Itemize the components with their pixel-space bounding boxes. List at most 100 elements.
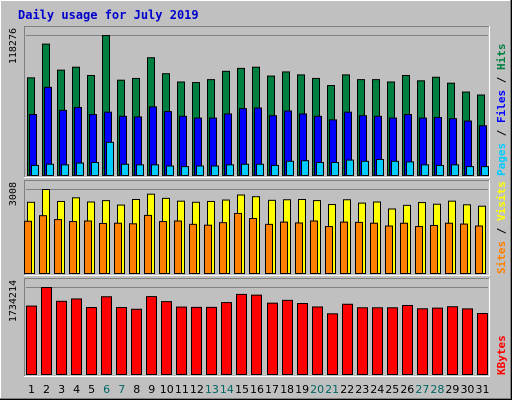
x-tick-day-25: 25 — [385, 383, 399, 396]
side-legend-kbytes: KBytes — [495, 335, 508, 375]
bar-pages-day-20 — [316, 161, 324, 177]
x-tick-day-9: 9 — [148, 383, 155, 396]
bar-pages-day-12 — [196, 165, 204, 177]
bar-kbytes-day-12 — [191, 306, 202, 376]
bar-sites-day-28 — [430, 224, 438, 274]
bar-pages-day-26 — [406, 161, 414, 177]
bar-kbytes-day-24 — [372, 307, 383, 376]
bar-sites-day-16 — [249, 217, 257, 275]
panel-visits_sites: 3008 Sites / Visits — [8, 180, 508, 276]
x-tick-day-16: 16 — [250, 383, 264, 396]
bar-pages-day-14 — [226, 164, 234, 177]
x-tick-day-6: 6 — [103, 383, 110, 396]
x-tick-day-18: 18 — [280, 383, 294, 396]
x-tick-day-26: 26 — [400, 383, 414, 396]
bar-pages-day-13 — [211, 165, 219, 177]
bar-pages-day-27 — [421, 164, 429, 177]
bar-kbytes-day-30 — [462, 308, 473, 376]
bar-pages-day-18 — [286, 160, 294, 176]
chart-title: Daily usage for July 2019 — [18, 8, 199, 22]
bar-sites-day-20 — [310, 220, 318, 274]
bar-sites-day-19 — [295, 222, 303, 274]
x-tick-day-21: 21 — [325, 383, 339, 396]
bar-pages-day-15 — [241, 163, 249, 176]
bar-sites-day-13 — [204, 224, 212, 274]
bar-sites-day-14 — [219, 222, 227, 275]
panel-kbytes: 1734214 KBytes — [8, 278, 508, 377]
bar-kbytes-day-21 — [327, 313, 338, 376]
x-tick-day-28: 28 — [430, 383, 444, 396]
bar-kbytes-day-10 — [161, 301, 172, 375]
bar-sites-day-2 — [39, 215, 47, 275]
x-tick-day-4: 4 — [73, 383, 80, 396]
side-legend-files: Files — [495, 90, 508, 123]
bar-sites-day-24 — [370, 222, 378, 274]
bar-pages-day-10 — [166, 165, 174, 177]
x-tick-day-17: 17 — [265, 383, 279, 396]
chart-panels: 118276 Pages / Files / Hits 3008 Sites / Vi… — [8, 26, 508, 377]
bar-kbytes-day-14 — [221, 302, 232, 376]
bar-pages-day-16 — [256, 163, 264, 176]
side-legend-hits_files_pages: Pages / Files / Hits — [495, 44, 508, 177]
bar-sites-day-1 — [24, 220, 32, 274]
bar-kbytes-day-9 — [146, 296, 157, 376]
bar-kbytes-day-15 — [236, 293, 247, 375]
x-tick-day-7: 7 — [118, 383, 125, 396]
x-tick-day-20: 20 — [310, 383, 324, 396]
side-legend-separator: / — [495, 70, 508, 90]
bar-kbytes-day-4 — [71, 298, 82, 375]
x-tick-day-31: 31 — [475, 383, 489, 396]
bar-kbytes-day-27 — [417, 308, 428, 375]
bar-pages-day-6 — [106, 141, 114, 176]
bar-kbytes-day-11 — [176, 306, 187, 376]
bar-kbytes-day-16 — [251, 294, 262, 375]
bar-kbytes-day-1 — [26, 305, 37, 375]
bar-kbytes-day-17 — [267, 302, 278, 375]
bar-sites-day-30 — [460, 223, 468, 274]
x-tick-day-24: 24 — [370, 383, 384, 396]
bar-pages-day-8 — [136, 164, 144, 177]
bar-pages-day-11 — [181, 166, 189, 176]
bar-kbytes-day-25 — [387, 307, 398, 376]
bar-sites-day-12 — [189, 223, 197, 274]
x-tick-day-23: 23 — [355, 383, 369, 396]
bar-pages-day-23 — [361, 160, 369, 176]
x-tick-day-27: 27 — [415, 383, 429, 396]
bar-kbytes-day-3 — [56, 300, 67, 375]
x-tick-day-10: 10 — [160, 383, 174, 396]
bar-sites-day-15 — [234, 212, 242, 275]
y-axis-max-label: 3008 — [8, 182, 19, 206]
bar-pages-day-1 — [31, 164, 39, 176]
bar-sites-day-21 — [325, 226, 333, 275]
x-tick-day-19: 19 — [295, 383, 309, 396]
bar-kbytes-day-2 — [41, 287, 52, 375]
bar-sites-day-7 — [114, 222, 122, 274]
bar-pages-day-21 — [331, 161, 339, 177]
x-tick-day-12: 12 — [190, 383, 204, 396]
bar-sites-day-18 — [280, 221, 288, 274]
bar-pages-day-31 — [481, 166, 489, 176]
bar-kbytes-day-8 — [131, 308, 142, 376]
bar-pages-day-19 — [301, 160, 309, 177]
bar-kbytes-day-18 — [282, 299, 293, 376]
bar-sites-day-22 — [340, 221, 348, 274]
panel-hits_files_pages: 118276 Pages / Files / Hits — [8, 26, 508, 178]
bar-pages-day-28 — [436, 164, 444, 176]
bar-kbytes-day-22 — [342, 303, 353, 375]
x-tick-day-13: 13 — [205, 383, 219, 396]
x-tick-day-5: 5 — [88, 383, 95, 396]
side-legend-visits: Visits — [495, 181, 508, 221]
bar-files-day-2 — [44, 86, 52, 176]
bar-sites-day-27 — [415, 226, 423, 275]
y-axis-max-label: 118276 — [8, 28, 19, 64]
bar-kbytes-day-31 — [477, 312, 488, 376]
bar-kbytes-day-20 — [312, 306, 323, 375]
bar-sites-day-25 — [385, 225, 393, 274]
side-legend-kbytes: KBytes — [495, 335, 508, 375]
side-legend-pages: Pages — [495, 143, 508, 176]
side-legend-visits_sites: Sites / Visits — [495, 181, 508, 274]
bar-pages-day-17 — [271, 164, 279, 176]
x-tick-day-22: 22 — [340, 383, 354, 396]
x-tick-day-8: 8 — [133, 383, 140, 396]
